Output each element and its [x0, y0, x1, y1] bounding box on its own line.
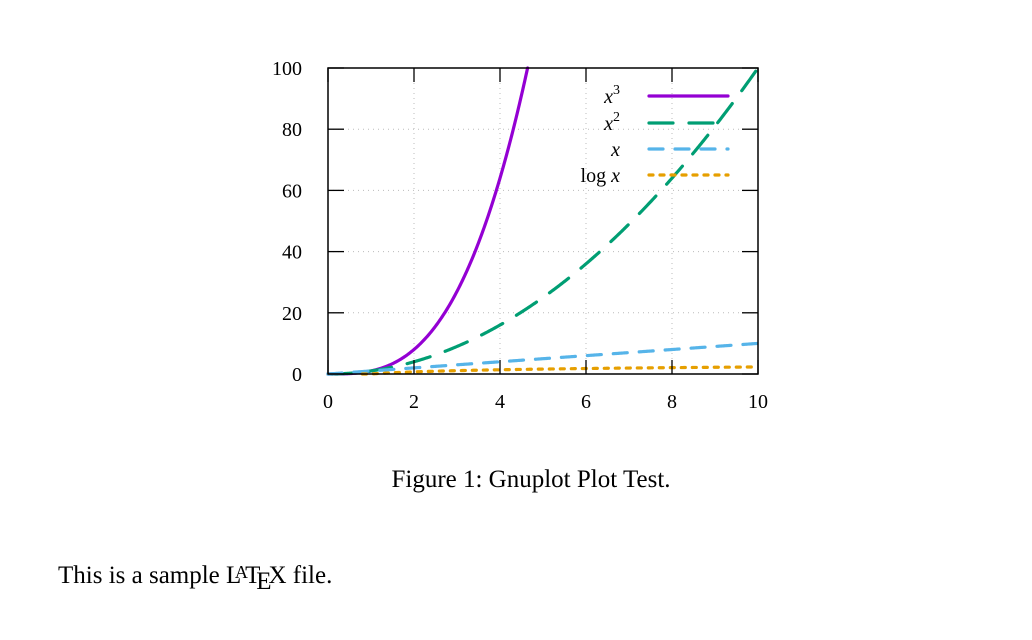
- data-series: [326, 66, 760, 376]
- latex-e: E: [256, 567, 272, 595]
- latex-l: L: [226, 562, 242, 590]
- y-tick-label: 80: [282, 119, 302, 141]
- x-tick-label: 0: [323, 391, 333, 413]
- x-tick-label: 8: [667, 391, 677, 413]
- body-text-after: file.: [286, 562, 333, 590]
- y-tick-label: 60: [282, 180, 302, 202]
- x-tick-label: 6: [581, 391, 591, 413]
- series-x-2: [326, 66, 760, 376]
- latex-t: T: [245, 562, 261, 590]
- y-tick-label: 0: [292, 364, 302, 386]
- body-text-before: This is a sample: [58, 562, 227, 590]
- series-log-x: [360, 365, 760, 376]
- legend-label: log x: [581, 165, 621, 187]
- y-tick-label: 20: [282, 303, 302, 325]
- latex-logo: LATEX: [226, 562, 286, 596]
- series-x: [326, 341, 760, 376]
- legend-label: x3: [603, 83, 620, 108]
- grid-lines: [328, 68, 758, 374]
- plot-frame: [327, 67, 759, 375]
- body-paragraph: This is a sample LATEX file.: [58, 562, 332, 596]
- legend-label: x2: [603, 110, 620, 135]
- x-tick-label: 4: [495, 391, 505, 413]
- legend-label: x: [610, 139, 620, 161]
- plot-border: [327, 67, 759, 375]
- x-tick-label: 2: [409, 391, 419, 413]
- latex-a: A: [234, 562, 248, 582]
- figure-caption: Figure 1: Gnuplot Plot Test.: [391, 466, 671, 493]
- y-tick-label: 40: [282, 242, 302, 264]
- x-tick-label: 10: [748, 391, 768, 413]
- latex-x: X: [268, 562, 287, 590]
- y-tick-label: 100: [272, 58, 302, 80]
